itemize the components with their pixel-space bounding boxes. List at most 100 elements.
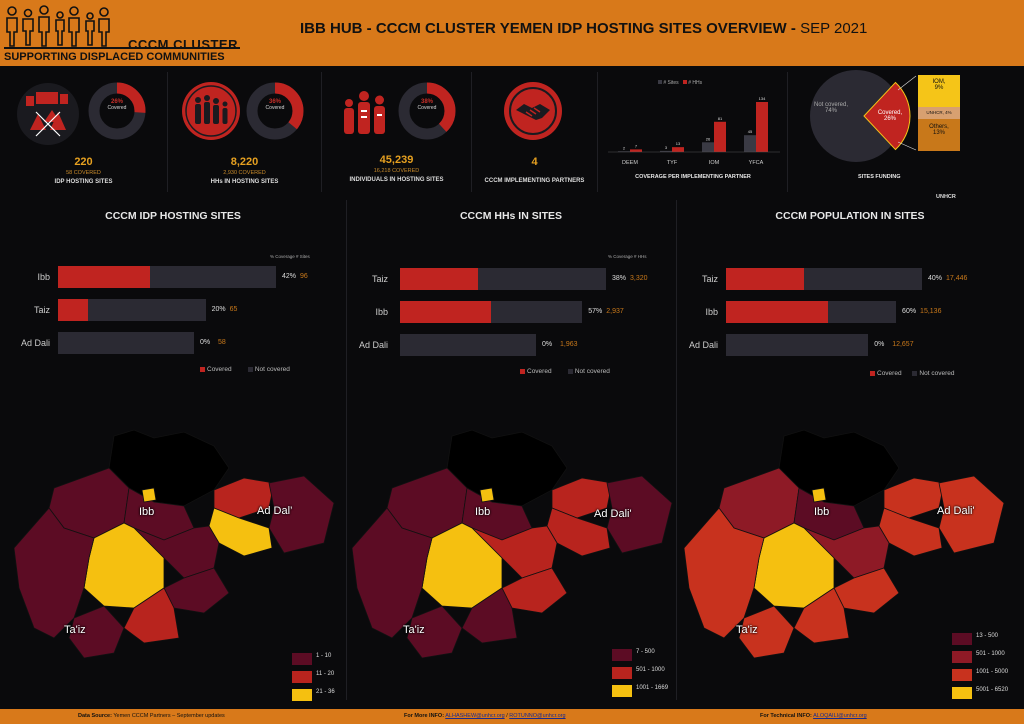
- legend-sites: # Sites: [663, 80, 679, 86]
- hhs-donut-caption: Covered: [265, 105, 285, 111]
- bar-category-label: Ibb: [37, 272, 50, 282]
- map-sites-label-ibb: Ibb: [139, 506, 155, 518]
- partner-bar-sites: [744, 135, 756, 152]
- individuals-icon: [344, 91, 385, 134]
- hhs-coverage-donut: [246, 82, 304, 140]
- hhs-donut-center: 36% Covered: [255, 99, 295, 111]
- page-title: IBB HUB - CCCM CLUSTER YEMEN IDP HOSTING…: [300, 20, 867, 37]
- bar-track-not-covered: [726, 268, 922, 290]
- partner-name: IOM: [709, 160, 720, 166]
- hhs-donut-percent: 36%: [268, 99, 281, 105]
- footer-email-separator: /: [506, 713, 508, 719]
- pie-covered: [863, 81, 911, 151]
- hhs-coverage-header: % Coverage # HHs: [608, 254, 647, 259]
- pie-not-covered-text: Not covered,: [813, 102, 849, 108]
- partners-label: CCCM IMPLEMENTING PARTNERS: [484, 178, 585, 184]
- map-legend-item: 5001 - 6520: [952, 684, 1022, 702]
- partners-total-value: 4: [531, 156, 538, 168]
- footer-tech: For Technical INFO: ALOQAILI@unhcr.org: [760, 713, 867, 719]
- individuals-label: INDIVIDUALS IN HOSTING SITES: [349, 177, 444, 183]
- legend-covered: Covered: [207, 366, 232, 373]
- legend-hhs: # HHs: [688, 80, 703, 86]
- map-population-label-ibb: Ibb: [814, 506, 830, 518]
- footer-info: For More INFO: ALHASHEW@unhcr.org / ROTU…: [404, 713, 566, 719]
- map-legend-swatch: [292, 653, 312, 665]
- bar-total-value: 58: [218, 339, 226, 346]
- bar-category-label: Ibb: [705, 307, 718, 317]
- map-legend-item: 1001 - 5000: [952, 666, 1022, 684]
- bar-category-label: Taiz: [371, 274, 388, 284]
- partner-name: TYF: [667, 160, 678, 166]
- individuals-total-value: 45,239: [379, 154, 414, 166]
- map-legend-swatch: [292, 671, 312, 683]
- footer-email-link-3[interactable]: ALOQAILI@unhcr.org: [813, 713, 867, 719]
- map-sites-legend: 1 - 10 11 - 20 21 - 36: [292, 650, 362, 704]
- bar-total-value: 96: [300, 273, 308, 280]
- header-bar: CCCM CLUSTER SUPPORTING DISPLACED COMMUN…: [0, 0, 1024, 66]
- partner-bar-hhs: [630, 149, 642, 152]
- map-legend-item: 1001 - 1669: [612, 682, 682, 700]
- bar-total-value: 3,320: [630, 275, 648, 282]
- column-divider-2: [676, 200, 677, 700]
- bar-category-label: Ad Dali: [20, 338, 50, 348]
- logo-subtitle: SUPPORTING DISPLACED COMMUNITIES: [4, 51, 225, 63]
- map-population: [684, 429, 1005, 659]
- footer-email-link-2[interactable]: ROTUNNO@unhcr.org: [509, 713, 566, 719]
- footer-source-text: Yemen CCCM Partners – September updates: [113, 713, 225, 719]
- bar-coverage-percent: 60%: [902, 308, 917, 315]
- panel-title-population: CCCM POPULATION IN SITES: [775, 210, 925, 222]
- bar-coverage-percent: 0%: [200, 339, 211, 346]
- partner-bar-sites: [702, 142, 714, 152]
- kpi-sites: 26% Covered 220 58 COVERED IDP HOSTING S…: [0, 72, 168, 192]
- partner-name: YFCA: [749, 160, 764, 166]
- sites-donut-percent: 26%: [110, 99, 123, 105]
- kpi-individuals: 38% Covered 45,239 16,218 COVERED INDIVI…: [322, 72, 472, 192]
- population-bar-legend: Covered Not covered: [870, 370, 954, 377]
- bar-fill-covered: [400, 301, 492, 323]
- partner-value-sites: 45: [748, 129, 753, 134]
- hhs-total-value: 8,220: [230, 156, 259, 168]
- map-legend-item: 11 - 20: [292, 668, 362, 686]
- individuals-donut-percent: 38%: [420, 99, 433, 105]
- map-population-label-addali: Ad Dali': [937, 505, 975, 517]
- bar-total-value: 17,446: [946, 275, 968, 282]
- sites-funding-chart: Not covered, 74% Covered, 26% IOM, 9% UN…: [788, 70, 1024, 200]
- bar-total-value: 15,136: [920, 308, 942, 315]
- sites-donut-caption: Covered: [107, 105, 127, 111]
- bar-coverage-percent: 42%: [282, 273, 297, 280]
- partner-value-sites: 3: [665, 145, 668, 150]
- bar-category-label: Taiz: [33, 305, 50, 315]
- legend-covered: Covered: [527, 368, 552, 375]
- partner-coverage-chart: # Sites # HHs 2 7 DEEM 3 13 TYF 26 81 IOM 45 134 YF…: [598, 72, 788, 192]
- partner-bar-sites: [660, 150, 672, 152]
- legend-not-covered-swatch: [912, 370, 918, 376]
- funding-title: SITES FUNDING: [858, 174, 901, 180]
- map-legend-swatch: [292, 689, 312, 701]
- map-legend-text: 1 - 10: [316, 653, 332, 659]
- individuals-coverage-donut: [398, 82, 456, 140]
- map-legend-text: 501 - 1000: [976, 651, 1005, 657]
- funding-others-pct: 13%: [932, 130, 945, 136]
- pie-not-covered: [810, 70, 902, 162]
- individuals-donut-center: 38% Covered: [407, 99, 447, 111]
- kpi-hhs: 36% Covered 8,220 2,930 COVERED HHs IN H…: [168, 72, 322, 192]
- bar-track-not-covered: [400, 301, 583, 323]
- map-legend-swatch: [952, 669, 972, 681]
- partner-bars-svg: 2 7 DEEM 3 13 TYF 26 81 IOM 45 134 YFCA: [608, 96, 780, 166]
- bar-total-value: 65: [229, 306, 238, 313]
- bar-fill-covered: [58, 299, 88, 321]
- sites-total-value: 220: [74, 156, 93, 168]
- map-legend-text: 7 - 500: [636, 649, 655, 655]
- map-legend-text: 501 - 1000: [636, 667, 665, 673]
- map-legend-text: 1001 - 1669: [636, 685, 669, 691]
- bar-track-not-covered: [58, 332, 194, 354]
- legend-swatch-sites: [658, 80, 662, 84]
- partner-value-hhs: 81: [718, 116, 723, 121]
- bar-coverage-percent: 0%: [874, 341, 885, 348]
- bar-fill-covered: [58, 266, 150, 288]
- bar-track-not-covered: [726, 301, 897, 323]
- legend-not-covered: Not covered: [574, 368, 610, 375]
- hhs-label: HHs IN HOSTING SITES: [210, 179, 279, 185]
- footer-email-link-1[interactable]: ALHASHEW@unhcr.org: [445, 713, 505, 719]
- bar-track-not-covered: [58, 299, 206, 321]
